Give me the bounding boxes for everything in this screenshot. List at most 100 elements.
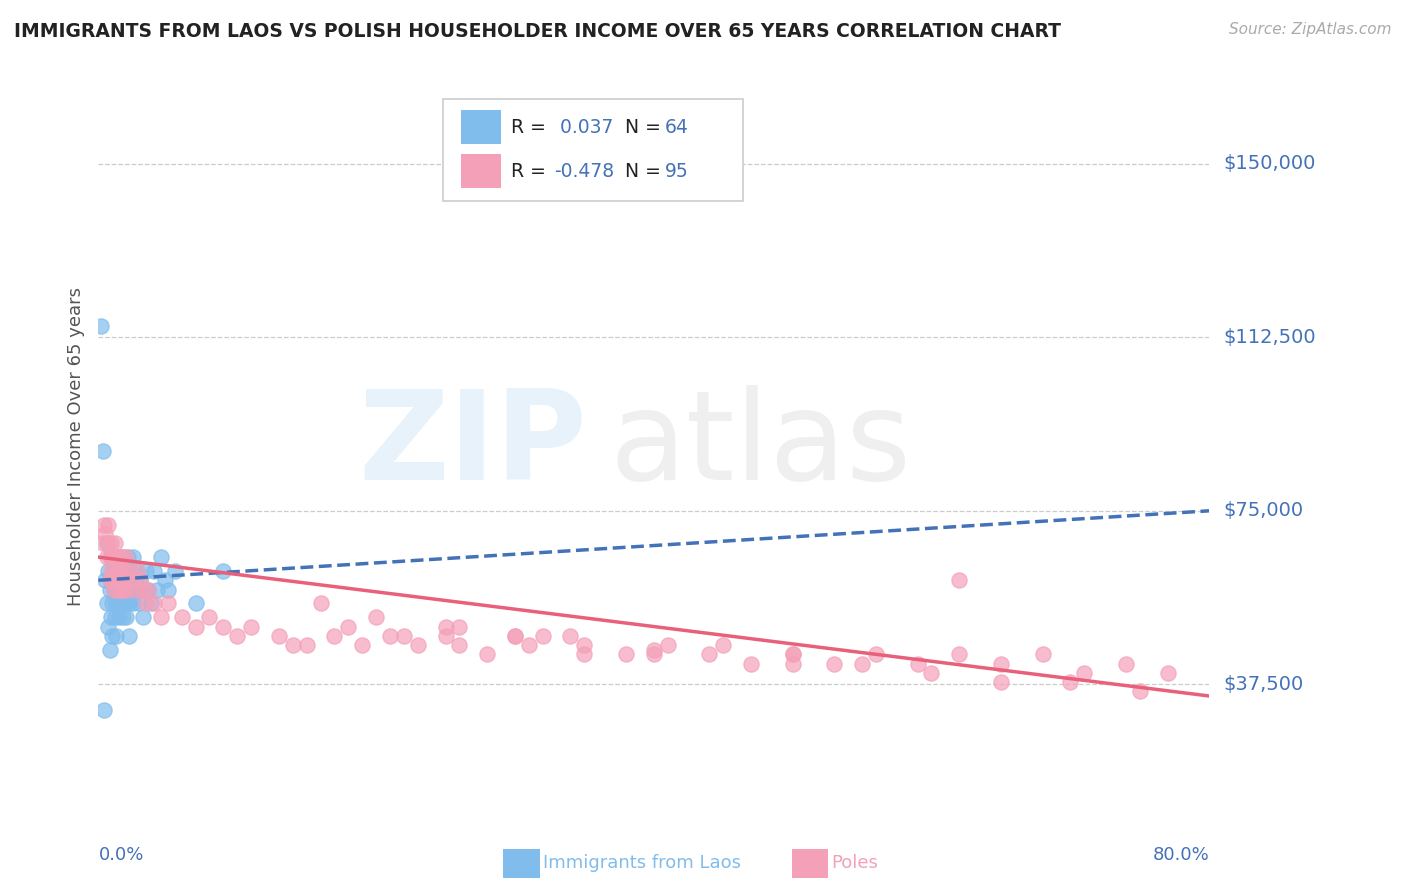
Point — [97, 564, 120, 578]
Point — [105, 629, 128, 643]
Point — [153, 574, 176, 588]
Point — [112, 582, 135, 597]
Point — [851, 657, 873, 671]
Point — [156, 582, 179, 597]
Point — [108, 596, 131, 610]
Point — [434, 629, 457, 643]
Point — [118, 596, 141, 610]
Point — [94, 527, 117, 541]
Point — [145, 582, 167, 597]
Point — [138, 582, 160, 597]
Point — [108, 610, 131, 624]
Point — [100, 610, 122, 624]
Text: N =: N = — [613, 119, 666, 137]
Point — [105, 574, 128, 588]
Point — [127, 564, 149, 578]
Point — [114, 574, 136, 588]
Point — [107, 564, 129, 578]
Point — [643, 642, 665, 657]
Text: Immigrants from Laos: Immigrants from Laos — [543, 855, 741, 872]
Point — [108, 550, 131, 565]
Point — [531, 629, 554, 643]
Point — [103, 564, 125, 578]
Point — [115, 582, 138, 597]
Point — [100, 550, 122, 565]
Text: 80.0%: 80.0% — [1153, 847, 1209, 864]
Point — [948, 574, 970, 588]
Point — [97, 536, 120, 550]
Y-axis label: Householder Income Over 65 years: Householder Income Over 65 years — [66, 286, 84, 606]
Point — [101, 574, 124, 588]
Point — [100, 564, 122, 578]
Point — [96, 550, 118, 565]
Point — [865, 648, 887, 662]
Point — [823, 657, 845, 671]
Point — [110, 574, 132, 588]
Point — [920, 665, 942, 680]
Point — [91, 536, 114, 550]
Point — [156, 596, 179, 610]
Point — [141, 596, 163, 610]
Point — [124, 582, 146, 597]
Point — [574, 638, 596, 652]
Point — [112, 550, 135, 565]
Point — [1129, 684, 1152, 698]
Text: R =: R = — [510, 162, 551, 181]
Point — [907, 657, 929, 671]
Point — [990, 657, 1012, 671]
Point — [127, 564, 149, 578]
Text: Source: ZipAtlas.com: Source: ZipAtlas.com — [1229, 22, 1392, 37]
Point — [128, 596, 150, 610]
Point — [1059, 675, 1081, 690]
Point — [121, 582, 143, 597]
FancyBboxPatch shape — [461, 154, 501, 188]
Point — [111, 550, 134, 565]
Point — [782, 657, 804, 671]
Point — [132, 610, 155, 624]
Text: $37,500: $37,500 — [1223, 675, 1303, 694]
Point — [449, 619, 471, 633]
Point — [100, 536, 122, 550]
Point — [107, 582, 129, 597]
Point — [990, 675, 1012, 690]
Point — [240, 619, 263, 633]
Point — [93, 703, 115, 717]
Point — [118, 629, 141, 643]
Point — [93, 517, 115, 532]
Point — [98, 550, 121, 565]
Point — [108, 550, 131, 565]
Point — [352, 638, 374, 652]
Point — [163, 564, 186, 578]
Point — [782, 648, 804, 662]
Point — [337, 619, 360, 633]
Text: IMMIGRANTS FROM LAOS VS POLISH HOUSEHOLDER INCOME OVER 65 YEARS CORRELATION CHAR: IMMIGRANTS FROM LAOS VS POLISH HOUSEHOLD… — [14, 22, 1062, 41]
Point — [135, 564, 157, 578]
Point — [104, 610, 127, 624]
Point — [170, 610, 193, 624]
Point — [94, 574, 117, 588]
Text: 95: 95 — [665, 162, 689, 181]
Point — [366, 610, 388, 624]
Text: 0.0%: 0.0% — [98, 847, 143, 864]
Text: R =: R = — [510, 119, 551, 137]
Point — [91, 443, 114, 458]
Text: N =: N = — [613, 162, 666, 181]
Point — [122, 550, 145, 565]
Point — [560, 629, 582, 643]
Point — [699, 648, 721, 662]
Point — [149, 610, 172, 624]
Point — [406, 638, 429, 652]
Point — [124, 574, 146, 588]
Point — [267, 629, 290, 643]
Point — [184, 619, 207, 633]
Point — [118, 564, 141, 578]
Point — [101, 596, 124, 610]
Point — [103, 582, 125, 597]
Point — [129, 574, 152, 588]
Point — [117, 550, 139, 565]
Point — [114, 596, 136, 610]
Text: 0.037: 0.037 — [554, 119, 613, 137]
Point — [115, 610, 138, 624]
Point — [295, 638, 318, 652]
Point — [110, 582, 132, 597]
